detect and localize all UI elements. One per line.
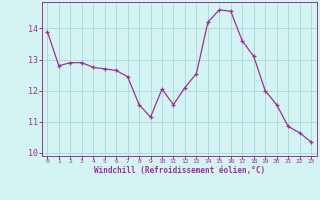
X-axis label: Windchill (Refroidissement éolien,°C): Windchill (Refroidissement éolien,°C) — [94, 166, 265, 175]
